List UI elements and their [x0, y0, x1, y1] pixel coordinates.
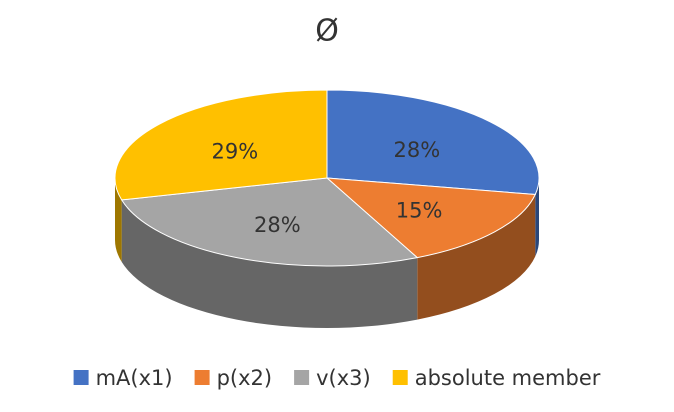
slice	[120, 177, 419, 267]
legend-swatch	[73, 370, 89, 385]
slice	[114, 89, 328, 201]
legend-swatch	[294, 370, 310, 385]
data-label: 28%	[393, 138, 440, 162]
slice	[326, 89, 540, 196]
slice-side	[121, 199, 418, 328]
legend-swatch	[194, 370, 210, 385]
legend-label: mA(x1)	[96, 366, 173, 390]
legend-label: v(x3)	[316, 366, 371, 390]
chart-title: Ø	[315, 14, 339, 49]
legend-label: p(x2)	[217, 366, 273, 390]
data-label: 29%	[212, 139, 259, 163]
slice-side	[535, 178, 539, 257]
legend-swatch	[392, 370, 408, 385]
slice	[325, 177, 536, 259]
legend-label: absolute member	[415, 366, 601, 390]
data-label: 15%	[396, 199, 443, 223]
data-label: 28%	[254, 213, 301, 237]
slice-side	[115, 178, 122, 262]
